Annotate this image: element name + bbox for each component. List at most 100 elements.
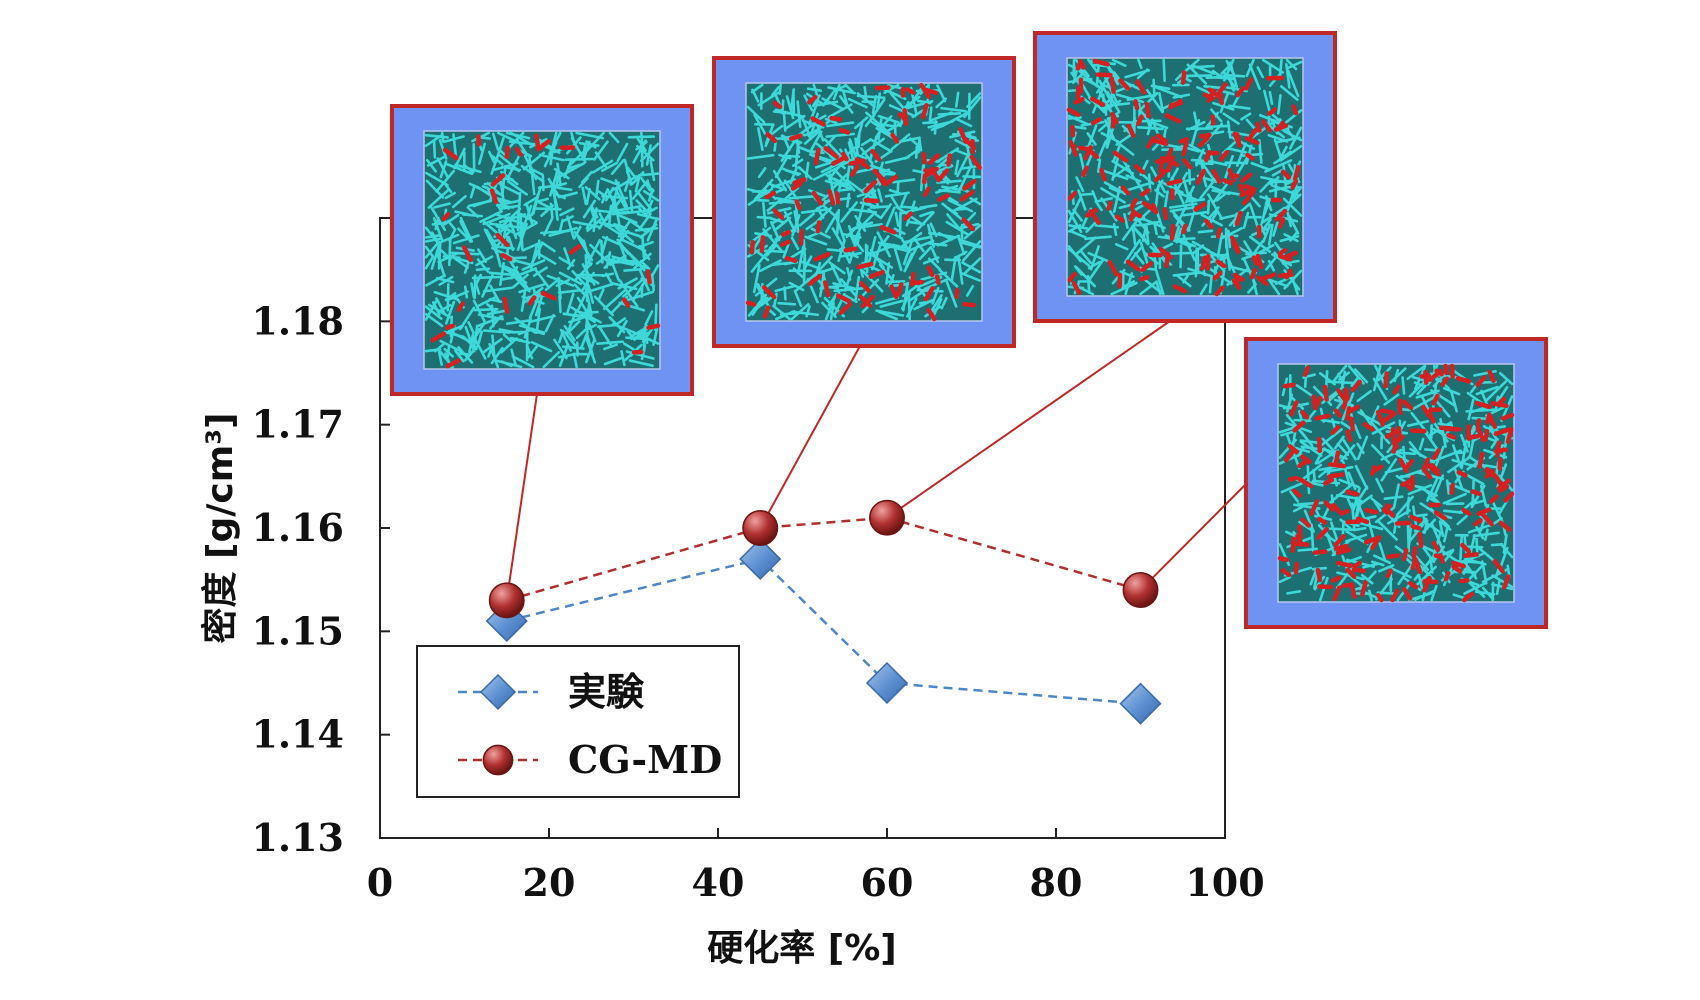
fiber-segment [596, 340, 624, 346]
fiber-segment [842, 293, 858, 304]
fiber-segment [1123, 212, 1129, 230]
cured-segment [927, 153, 941, 165]
cured-segment [1492, 559, 1505, 574]
fiber-segment [1106, 90, 1121, 114]
fiber-segment [1097, 120, 1111, 132]
fiber-segment [880, 123, 897, 128]
fiber-segment [1335, 493, 1357, 500]
fiber-segment [472, 324, 479, 352]
fiber-segment [788, 281, 805, 292]
data-point-diamond [865, 661, 909, 705]
fiber-segment [1372, 364, 1382, 392]
fiber-segment [1267, 223, 1274, 246]
fiber-segment [445, 290, 469, 302]
fiber-segment [1191, 64, 1216, 76]
fiber-segment [1426, 476, 1439, 502]
fiber-segment [954, 117, 973, 128]
fiber-segment [893, 227, 906, 235]
cured-segment [1244, 77, 1254, 91]
fiber-segment [521, 214, 538, 224]
fiber-segment [535, 307, 542, 334]
cured-segment [1402, 399, 1414, 411]
fiber-segment [1067, 116, 1082, 120]
cured-segment [1150, 137, 1169, 147]
fiber-segment [884, 191, 910, 198]
fiber-segment [592, 207, 598, 233]
fiber-segment [1297, 409, 1304, 425]
cured-segment [1350, 379, 1362, 393]
fiber-segment [585, 131, 605, 153]
cured-segment [962, 178, 977, 191]
fiber-segment [781, 154, 801, 158]
fiber-segment [469, 184, 476, 199]
fiber-segment [1096, 139, 1108, 161]
fiber-segment [782, 134, 791, 152]
fiber-segment [1165, 251, 1193, 256]
cured-segment [1214, 285, 1225, 297]
fiber-segment [1360, 573, 1374, 585]
fiber-segment [576, 296, 590, 315]
fiber-segment [1207, 193, 1224, 221]
fiber-segment [498, 153, 521, 173]
cured-segment [1477, 451, 1485, 469]
fiber-segment [929, 222, 938, 238]
fiber-segment [643, 329, 649, 345]
fiber-segment [760, 249, 786, 254]
fiber-segment [1430, 584, 1438, 602]
fiber-segment [1389, 367, 1407, 384]
fiber-segment [424, 312, 444, 328]
fiber-segment [490, 148, 502, 175]
fiber-segment [1442, 492, 1467, 505]
fiber-segment [435, 276, 455, 284]
fiber-segment [1079, 192, 1095, 197]
fiber-segment [521, 259, 546, 271]
cured-segment [962, 301, 977, 308]
fiber-segment [617, 220, 631, 238]
fiber-segment [544, 277, 561, 291]
fiber-segment [1375, 477, 1384, 494]
fiber-segment [1377, 519, 1398, 541]
fiber-segment [425, 159, 438, 173]
cured-segment [1139, 188, 1151, 197]
cured-segment [1144, 101, 1151, 119]
cured-segment [1195, 168, 1206, 185]
fiber-segment [772, 110, 789, 115]
fiber-segment [572, 353, 578, 369]
fiber-segment [528, 314, 556, 324]
cured-segment [938, 168, 950, 181]
cured-segment [490, 173, 506, 187]
cured-segment [1475, 375, 1487, 388]
fiber-segment [563, 324, 576, 342]
fiber-segment [1140, 208, 1152, 219]
fiber-segment [946, 213, 960, 230]
cured-segment [1071, 144, 1077, 155]
fiber-segment [1350, 376, 1360, 387]
fiber-segment [464, 325, 476, 353]
fiber-segment [424, 234, 440, 239]
cured-segment [1502, 574, 1511, 590]
cured-segment [1207, 87, 1223, 100]
fiber-segment [603, 343, 618, 351]
cured-segment [1427, 410, 1436, 424]
cured-segment [856, 261, 874, 270]
cured-segment [1066, 107, 1081, 118]
fiber-segment [900, 206, 927, 215]
fiber-segment [1357, 411, 1384, 427]
cured-segment [1487, 369, 1496, 384]
fiber-segment [1303, 509, 1315, 533]
fiber-segment [446, 283, 450, 312]
cured-segment [1255, 253, 1264, 270]
fiber-segment [444, 191, 457, 200]
fiber-segment [475, 267, 491, 272]
cured-segment [540, 290, 557, 301]
fiber-segment [1158, 92, 1165, 113]
fiber-segment [1273, 138, 1282, 158]
fiber-segment [1490, 437, 1499, 449]
fiber-segment [1358, 494, 1373, 506]
fiber-segment [784, 114, 806, 130]
fiber-segment [896, 180, 900, 194]
cured-segment [1280, 169, 1291, 180]
cured-segment [1409, 428, 1427, 434]
cured-segment [1352, 560, 1362, 569]
fiber-segment [572, 225, 582, 240]
